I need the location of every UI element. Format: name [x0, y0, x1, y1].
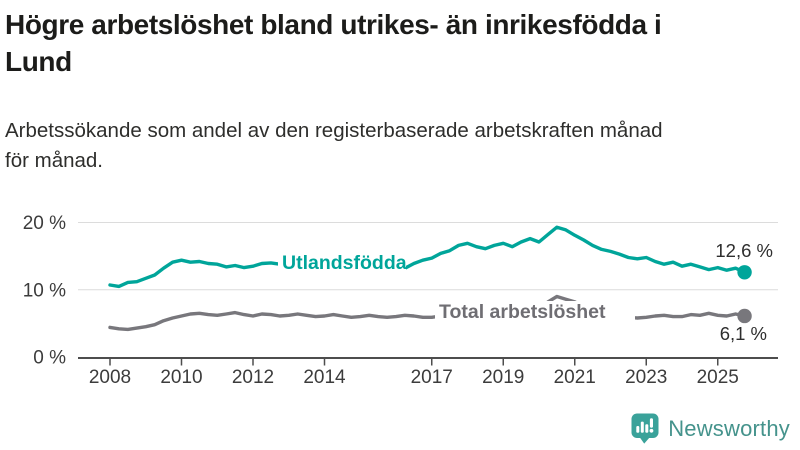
x-axis-label: 2012 [232, 367, 274, 388]
title-line-1: Högre arbetslöshet bland utrikes- än inr… [5, 9, 662, 40]
series-label-total: Total arbetslöshet [439, 301, 606, 323]
subtitle-line-2: för månad. [5, 149, 103, 172]
y-axis-label: 20 % [23, 213, 66, 234]
chart-subtitle: Arbetssökande som andel av den registerb… [5, 116, 663, 176]
logo-exclamation-dot-icon [649, 428, 654, 433]
end-value-label-utlandsfodda: 12,6 % [715, 240, 773, 261]
end-dot-utlandsfodda [737, 265, 752, 280]
x-axis-label: 2019 [482, 367, 524, 388]
y-axis-label: 10 % [23, 280, 66, 301]
series-label-total-halo [435, 301, 635, 322]
x-axis-label: 2008 [89, 367, 131, 388]
series-line-utlandsfodda [108, 225, 747, 289]
subtitle-line-1: Arbetssökande som andel av den registerb… [5, 119, 663, 142]
x-axis-label: 2021 [554, 367, 596, 388]
brand-footer: Newsworthy [631, 413, 790, 444]
title-line-2: Lund [5, 46, 72, 77]
logo-bar-medium-icon [645, 424, 649, 433]
x-axis-label: 2014 [303, 367, 346, 388]
chart-title: Högre arbetslöshet bland utrikes- än inr… [5, 6, 799, 80]
logo-bubble-tail [639, 437, 651, 444]
logo-bar-small-icon [636, 426, 640, 433]
newsworthy-logo-icon [631, 413, 659, 444]
logo-exclamation-bar-icon [650, 418, 654, 428]
x-axis-label: 2010 [160, 367, 202, 388]
brand-name: Newsworthy [668, 415, 790, 441]
x-axis-label: 2023 [625, 367, 667, 388]
logo-bar-tall-icon [640, 421, 644, 433]
end-value-label-total: 6,1 % [720, 323, 767, 344]
x-axis-label: 2025 [697, 367, 739, 388]
series-label-utlandsfodda-halo [278, 252, 406, 273]
series-line-total [108, 294, 747, 332]
end-dot-total [737, 308, 752, 324]
header: Högre arbetslöshet bland utrikes- än inr… [5, 6, 799, 80]
series-label-utlandsfodda: Utlandsfödda [282, 252, 407, 274]
x-axis-label: 2017 [411, 367, 453, 388]
logo-bubble [631, 413, 659, 438]
y-axis-label: 0 % [33, 348, 66, 369]
